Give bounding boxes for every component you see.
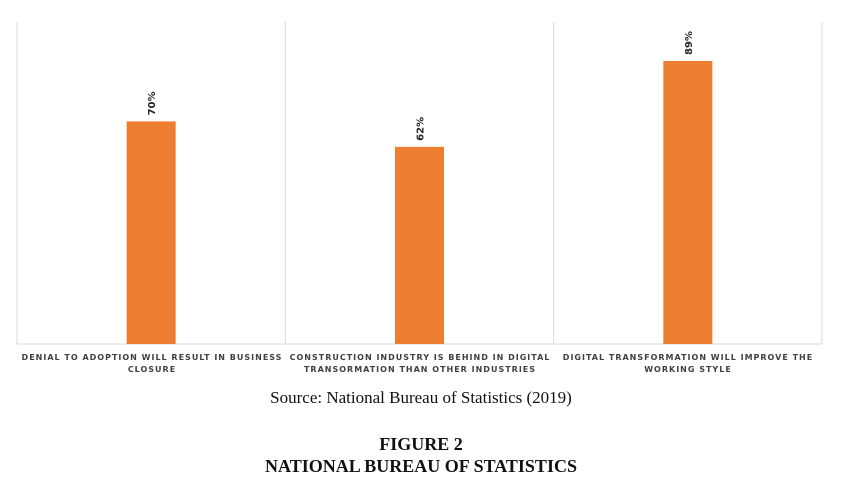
- data-label-2: 62%: [416, 117, 427, 141]
- bar-3: [663, 60, 713, 344]
- figure-title: NATIONAL BUREAU OF STATISTICS: [265, 456, 577, 476]
- bar-2: [395, 146, 444, 344]
- figure-number: FIGURE 2: [379, 434, 463, 454]
- category-label-3: DIGITAL TRANSFORMATION WILL IMPROVE THE …: [562, 353, 814, 374]
- data-label-1: 70%: [147, 91, 158, 115]
- bar-1: [126, 121, 176, 345]
- category-label-2: CONSTRUCTION INDUSTRY IS BEHIND IN DIGIT…: [289, 353, 551, 374]
- data-label-3: 89%: [684, 31, 695, 55]
- source-caption: Source: National Bureau of Statistics (2…: [270, 388, 572, 407]
- bar-chart: 70% 62% 89%: [16, 22, 823, 345]
- category-label-1: DENIAL TO ADOPTION WILL RESULT IN BUSINE…: [21, 353, 283, 374]
